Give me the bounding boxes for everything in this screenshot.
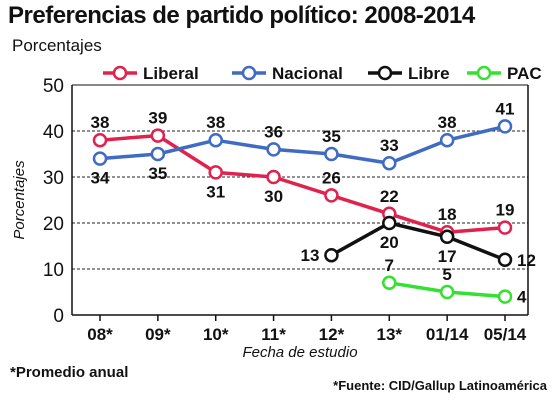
- data-point-liberal: [208, 165, 223, 180]
- data-label-nacional: 35: [148, 164, 167, 183]
- data-label-liberal: 22: [380, 187, 399, 206]
- y-tick-label: 20: [43, 214, 64, 235]
- data-label-liberal: 39: [148, 109, 167, 128]
- data-label-libre: 17: [438, 247, 457, 266]
- data-label-nacional: 41: [496, 99, 515, 118]
- x-tick-label: 05/14: [484, 325, 527, 344]
- data-point-nacional: [439, 132, 455, 148]
- data-point-liberal: [150, 128, 166, 143]
- x-tick-label: 12*: [319, 325, 345, 344]
- y-axis-title: Porcentajes: [11, 160, 28, 240]
- data-label-nacional: 36: [264, 122, 283, 141]
- data-point-nacional: [266, 142, 281, 157]
- data-point-liberal: [324, 188, 339, 203]
- data-point-liberal: [497, 220, 513, 235]
- data-point-libre: [497, 252, 513, 268]
- y-tick-label: 10: [43, 260, 64, 281]
- data-point-libre: [439, 229, 455, 245]
- data-point-nacional: [208, 132, 223, 148]
- data-label-liberal: 19: [496, 201, 515, 220]
- series-line-libre: [330, 221, 506, 262]
- y-tick-label: 0: [53, 306, 64, 327]
- data-label-nacional: 33: [380, 136, 399, 155]
- data-label-nacional: 38: [206, 113, 225, 132]
- data-point-pac: [382, 275, 397, 291]
- data-point-nacional: [324, 146, 339, 162]
- data-label-pac: 5: [442, 265, 451, 284]
- data-label-pac: 7: [385, 256, 394, 275]
- x-tick-label: 01/14: [426, 325, 469, 344]
- data-point-nacional: [497, 119, 513, 134]
- y-tick-label: 40: [43, 122, 64, 143]
- chart-title: Preferencias de partido político: 2008-2…: [8, 2, 475, 29]
- series-line-nacional: [99, 124, 506, 165]
- data-label-libre: 20: [380, 233, 399, 252]
- x-tick-label: 11*: [261, 325, 286, 344]
- footnote-annual-average: *Promedio anual: [10, 364, 129, 381]
- data-label-nacional: 38: [438, 113, 457, 132]
- y-tick-label: 30: [43, 168, 64, 189]
- data-point-libre: [382, 215, 397, 231]
- data-point-nacional: [382, 155, 397, 171]
- data-label-liberal: 30: [264, 187, 283, 206]
- legend-label-nacional: Nacional: [272, 64, 343, 83]
- chart-subtitle: Porcentajes: [12, 36, 102, 55]
- data-point-pac: [439, 284, 455, 300]
- legend-marker-liberal: [112, 65, 128, 81]
- x-tick-label: 10*: [203, 325, 229, 344]
- data-label-liberal: 31: [206, 182, 225, 201]
- footnote-source: *Fuente: CID/Gallup Latinoamérica: [333, 378, 547, 393]
- x-axis-title: Fecha de estudio: [242, 344, 357, 361]
- data-label-libre: 13: [301, 246, 320, 265]
- legend-marker-pac: [476, 65, 492, 81]
- legend-label-libre: Libre: [408, 64, 450, 83]
- data-label-liberal: 26: [322, 168, 341, 187]
- data-point-nacional: [150, 146, 166, 162]
- x-tick-label: 13*: [377, 325, 403, 344]
- data-point-liberal: [92, 132, 108, 148]
- legend-label-liberal: Liberal: [143, 64, 199, 83]
- data-label-nacional: 34: [91, 169, 110, 188]
- x-tick-label: 09*: [145, 325, 171, 344]
- data-label-liberal: 18: [438, 205, 457, 224]
- data-point-liberal: [266, 169, 281, 185]
- y-tick-label: 50: [43, 76, 64, 97]
- data-label-libre: 12: [517, 251, 536, 270]
- series-line-liberal: [99, 133, 506, 234]
- data-point-nacional: [92, 151, 108, 166]
- data-label-liberal: 38: [91, 113, 110, 132]
- data-point-pac: [497, 289, 513, 304]
- legend-marker-libre: [377, 65, 393, 81]
- x-tick-label: 08*: [87, 325, 113, 344]
- data-label-nacional: 35: [322, 127, 341, 146]
- data-label-pac: 4: [517, 288, 527, 307]
- legend-label-pac: PAC: [507, 64, 542, 83]
- data-point-libre: [324, 247, 339, 263]
- legend-marker-nacional: [241, 65, 257, 81]
